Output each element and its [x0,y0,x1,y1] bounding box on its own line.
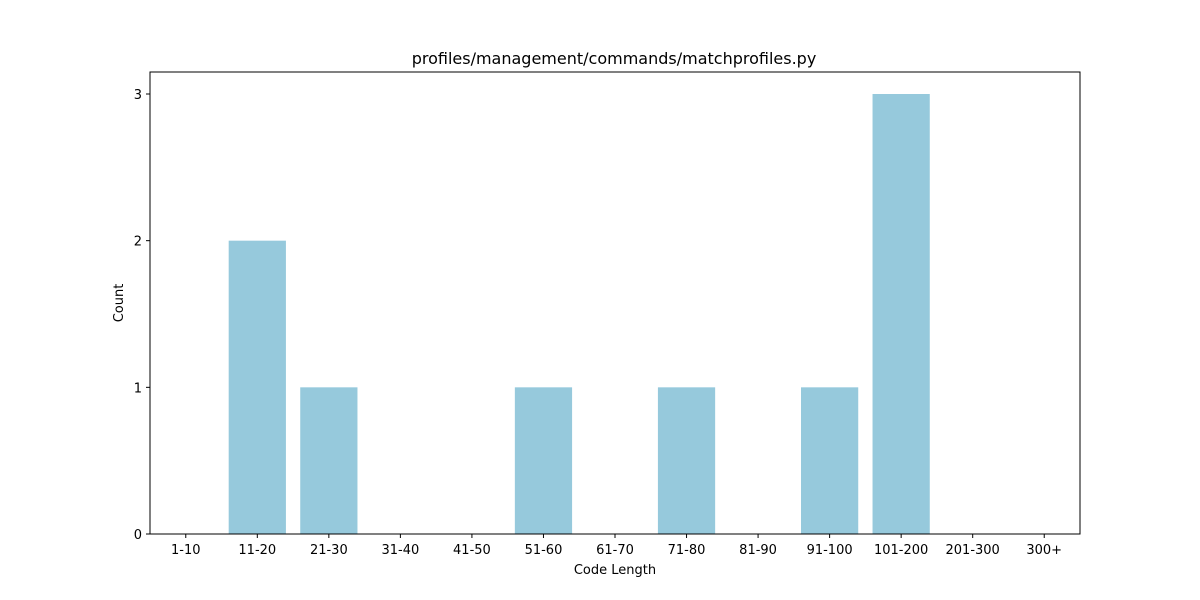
y-tick-label: 2 [134,235,142,250]
y-axis-label: Count [112,284,127,323]
x-tick-label: 31-40 [381,543,419,558]
x-tick-label: 91-100 [807,543,853,558]
y-axis-ticks: 0 1 2 3 [134,88,150,543]
x-tick-label: 81-90 [739,543,777,558]
x-tick-label: 71-80 [668,543,706,558]
bar-101-200 [872,94,930,534]
x-tick-label: 41-50 [453,543,491,558]
bar-51-60 [514,387,573,534]
x-tick-label: 61-70 [596,543,634,558]
bar-11-20 [228,240,286,535]
y-tick-label: 0 [134,528,142,543]
x-tick-label: 201-300 [946,543,1000,558]
x-axis-ticks: 1-10 11-20 21-30 31-40 41-50 51-60 61-70 71-80 8… [171,534,1062,558]
y-tick-label: 3 [134,88,142,103]
x-axis-label: Code Length [574,563,656,578]
bar-71-80 [657,387,716,534]
x-tick-label: 51-60 [525,543,563,558]
chart-title: profiles/management/commands/matchprofil… [412,49,817,68]
y-tick-label: 1 [134,381,142,396]
x-tick-label: 300+ [1026,543,1062,558]
x-tick-label: 21-30 [310,543,348,558]
x-tick-label: 101-200 [874,543,928,558]
bars-group [228,94,930,535]
bar-91-100 [801,387,859,534]
x-tick-label: 1-10 [171,543,201,558]
bar-21-30 [300,387,358,534]
x-tick-label: 11-20 [238,543,276,558]
